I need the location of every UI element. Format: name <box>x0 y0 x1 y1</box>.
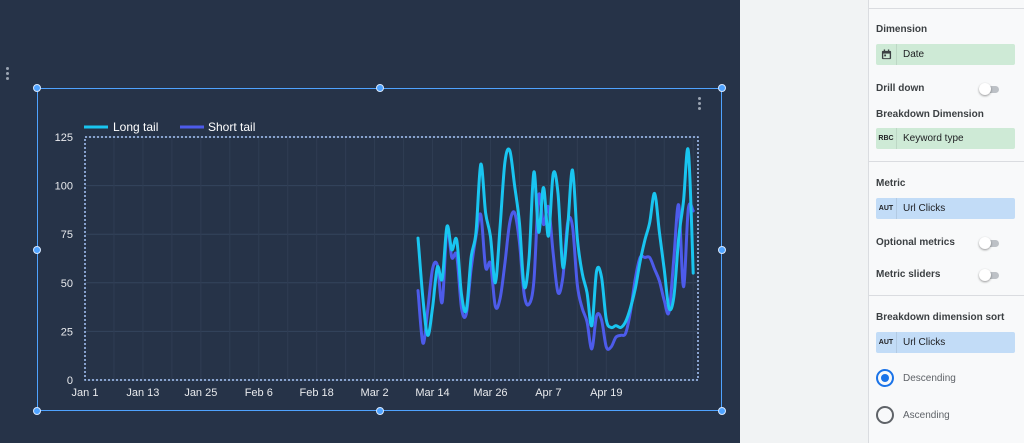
legend-item-long-tail: Long tail <box>84 120 158 134</box>
y-tick-label: 0 <box>67 375 73 387</box>
descending-radio[interactable] <box>876 369 894 387</box>
y-tick-label: 50 <box>61 278 73 290</box>
metric-chip-label: Url Clicks <box>903 203 946 214</box>
chart-grid <box>85 136 698 381</box>
y-tick-label: 125 <box>55 132 73 144</box>
x-tick-label: Mar 2 <box>361 387 389 399</box>
breakdown-dimension-title: Breakdown Dimension <box>876 109 984 120</box>
series-line-long-tail <box>416 147 695 337</box>
series-lines <box>416 147 695 351</box>
x-tick-label: Feb 18 <box>300 387 334 399</box>
legend: Long tail Short tail <box>84 120 255 134</box>
series-line-short-tail <box>416 192 695 351</box>
x-tick-label: Mar 26 <box>473 387 507 399</box>
drill-down-toggle[interactable] <box>979 83 1001 95</box>
panel-divider <box>869 8 1024 9</box>
sort-metric-chip-label: Url Clicks <box>903 337 946 348</box>
breakdown-sort-title: Breakdown dimension sort <box>876 312 1005 323</box>
x-tick-label: Mar 14 <box>415 387 449 399</box>
resize-handle-left[interactable] <box>33 246 41 254</box>
metric-sliders-toggle[interactable] <box>979 269 1001 281</box>
x-tick-label: Jan 1 <box>72 387 99 399</box>
x-tick-label: Apr 19 <box>590 387 622 399</box>
legend-label-short-tail: Short tail <box>208 120 255 134</box>
y-axis: 0 25 50 75 100 125 <box>55 132 73 387</box>
x-axis: Jan 1 Jan 13 Jan 25 Feb 6 Feb 18 Mar 2 Mar 14 M… <box>72 387 623 399</box>
metric-chip[interactable]: AUT Url Clicks <box>876 198 1015 219</box>
metric-title: Metric <box>876 178 906 189</box>
legend-item-short-tail: Short tail <box>180 120 255 134</box>
resize-handle-top-left[interactable] <box>33 84 41 92</box>
resize-handle-bottom[interactable] <box>376 407 384 415</box>
time-series-chart[interactable]: 0 25 50 75 100 125 Jan 1 Jan 13 Jan 25 Feb 6 Feb … <box>0 0 740 443</box>
y-tick-label: 25 <box>61 326 73 338</box>
y-tick-label: 100 <box>55 181 73 193</box>
chart-more-icon[interactable] <box>698 97 701 112</box>
dimension-title: Dimension <box>876 24 928 35</box>
resize-handle-top[interactable] <box>376 84 384 92</box>
dimension-chip[interactable]: Date <box>876 44 1015 65</box>
breakdown-dimension-chip-label: Keyword type <box>903 133 964 144</box>
optional-metrics-toggle[interactable] <box>979 237 1001 249</box>
resize-handle-top-right[interactable] <box>718 84 726 92</box>
resize-handle-bottom-left[interactable] <box>33 407 41 415</box>
canvas-more-icon[interactable] <box>6 67 9 82</box>
drill-down-label: Drill down <box>876 83 925 94</box>
number-type-icon: AUT <box>876 198 897 219</box>
x-tick-label: Jan 13 <box>126 387 159 399</box>
dimension-chip-label: Date <box>903 49 925 60</box>
sort-metric-chip[interactable]: AUT Url Clicks <box>876 332 1015 353</box>
x-tick-label: Feb 6 <box>245 387 273 399</box>
text-type-icon: RBC <box>876 128 897 149</box>
descending-label: Descending <box>903 373 956 384</box>
optional-metrics-label: Optional metrics <box>876 237 955 248</box>
breakdown-dimension-chip[interactable]: RBC Keyword type <box>876 128 1015 149</box>
metric-sliders-label: Metric sliders <box>876 269 941 280</box>
report-canvas[interactable]: 0 25 50 75 100 125 Jan 1 Jan 13 Jan 25 Feb 6 Feb … <box>0 0 740 443</box>
legend-label-long-tail: Long tail <box>113 120 158 134</box>
x-tick-label: Jan 25 <box>184 387 217 399</box>
ascending-label: Ascending <box>903 410 950 421</box>
y-tick-label: 75 <box>61 229 73 241</box>
resize-handle-bottom-right[interactable] <box>718 407 726 415</box>
canvas-gutter <box>740 0 868 443</box>
ascending-radio[interactable] <box>876 406 894 424</box>
panel-divider <box>869 295 1024 296</box>
number-type-icon: AUT <box>876 332 897 353</box>
panel-divider <box>869 161 1024 162</box>
calendar-icon <box>876 44 897 65</box>
x-tick-label: Apr 7 <box>535 387 561 399</box>
chart-selection-frame[interactable] <box>37 88 722 411</box>
properties-panel: Dimension Date Drill down Breakdown Dime… <box>868 0 1024 443</box>
resize-handle-right[interactable] <box>718 246 726 254</box>
